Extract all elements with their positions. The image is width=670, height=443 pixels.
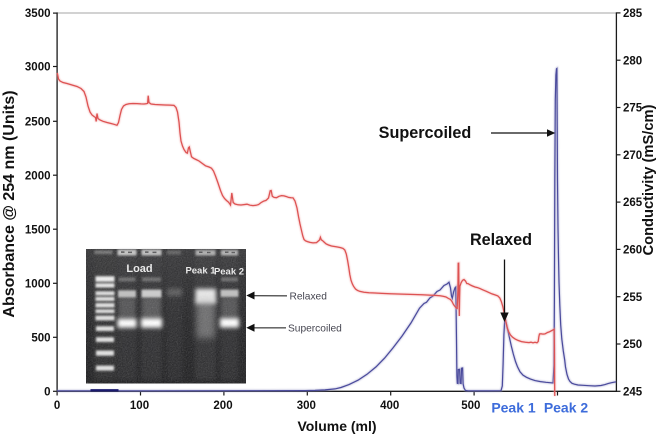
svg-text:500: 500 xyxy=(31,332,50,344)
svg-text:Relaxed: Relaxed xyxy=(290,292,328,303)
svg-text:0: 0 xyxy=(44,386,50,398)
svg-text:0: 0 xyxy=(54,400,60,412)
svg-text:200: 200 xyxy=(213,400,232,412)
svg-text:Absorbance @ 254 nm (Units): Absorbance @ 254 nm (Units) xyxy=(1,90,18,317)
svg-text:Supercoiled: Supercoiled xyxy=(288,324,342,335)
svg-text:Conductivity (mS/cm): Conductivity (mS/cm) xyxy=(641,104,657,255)
svg-text:1000: 1000 xyxy=(25,278,51,290)
svg-text:2000: 2000 xyxy=(25,170,51,182)
svg-text:Peak 2: Peak 2 xyxy=(214,267,244,278)
svg-text:245: 245 xyxy=(623,386,643,398)
svg-text:3500: 3500 xyxy=(25,8,51,20)
svg-text:280: 280 xyxy=(623,55,642,67)
svg-text:275: 275 xyxy=(623,103,643,115)
svg-text:270: 270 xyxy=(623,150,642,162)
svg-text:285: 285 xyxy=(623,8,643,20)
svg-text:Peak 2: Peak 2 xyxy=(544,400,589,416)
svg-text:3000: 3000 xyxy=(25,62,51,74)
svg-text:300: 300 xyxy=(297,400,316,412)
svg-text:400: 400 xyxy=(380,400,399,412)
svg-text:Peak 1: Peak 1 xyxy=(185,266,216,277)
svg-text:2500: 2500 xyxy=(25,116,51,128)
svg-text:100: 100 xyxy=(130,400,149,412)
svg-text:Peak 1: Peak 1 xyxy=(491,400,536,416)
svg-text:Relaxed: Relaxed xyxy=(470,231,532,249)
svg-text:260: 260 xyxy=(623,245,642,257)
svg-text:265: 265 xyxy=(623,197,643,209)
svg-text:1500: 1500 xyxy=(25,224,51,236)
svg-text:255: 255 xyxy=(623,292,643,304)
svg-text:250: 250 xyxy=(623,339,642,351)
svg-text:Supercoiled: Supercoiled xyxy=(379,124,472,142)
svg-text:Volume (ml): Volume (ml) xyxy=(297,418,376,434)
svg-text:Load: Load xyxy=(126,263,152,275)
svg-text:500: 500 xyxy=(461,400,480,412)
